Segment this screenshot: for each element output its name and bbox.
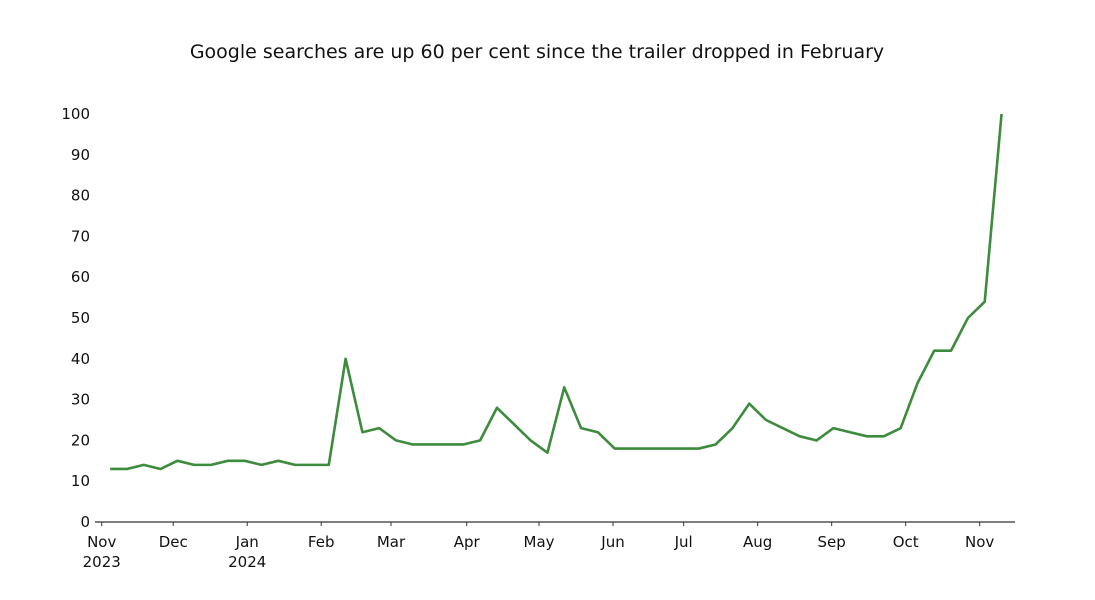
y-tick-label: 20 — [71, 431, 90, 449]
x-tick-label: Aug — [743, 533, 772, 551]
x-tick-label: Jun — [600, 533, 624, 551]
x-tick-label: Nov 2023 — [83, 533, 121, 571]
x-tick-label: Dec — [159, 533, 188, 551]
x-tick-label: Jul — [674, 533, 693, 551]
y-tick-label: 60 — [71, 268, 90, 286]
y-tick-label: 0 — [80, 513, 90, 531]
y-tick-label: 80 — [71, 187, 90, 205]
x-tick-label: May — [524, 533, 555, 551]
x-tick-label: Nov — [965, 533, 994, 551]
x-tick-label: Jan 2024 — [228, 533, 266, 571]
x-tick-label: Apr — [454, 533, 481, 551]
y-tick-label: 50 — [71, 309, 90, 327]
y-tick-label: 100 — [61, 105, 90, 123]
chart-title: Searches for Wicked are on the rise — [134, 0, 940, 8]
y-tick-label: 30 — [71, 391, 90, 409]
x-tick-label: Feb — [308, 533, 335, 551]
data-line — [110, 113, 1003, 471]
y-tick-label: 40 — [71, 350, 90, 368]
x-tick-label: Sep — [818, 533, 846, 551]
x-tick-label: Oct — [893, 533, 919, 551]
y-tick-label: 90 — [71, 146, 90, 164]
x-tick-label: Mar — [377, 533, 406, 551]
y-tick-label: 70 — [71, 227, 90, 245]
chart-subtitle: Google searches are up 60 per cent since… — [190, 41, 884, 63]
y-tick-label: 10 — [71, 472, 90, 490]
